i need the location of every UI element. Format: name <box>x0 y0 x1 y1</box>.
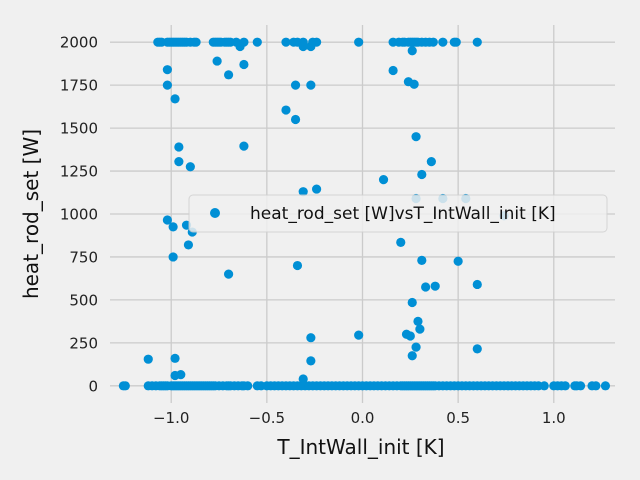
data-point <box>539 381 549 391</box>
legend-marker <box>210 208 220 218</box>
data-point <box>407 46 417 56</box>
data-point <box>354 37 364 47</box>
data-point <box>407 351 417 361</box>
data-point <box>239 59 249 70</box>
x-tick-label: 0.0 <box>351 409 375 427</box>
data-point <box>428 37 438 47</box>
data-point <box>388 65 398 76</box>
data-point <box>162 215 172 225</box>
data-point <box>575 381 586 391</box>
data-point <box>426 156 436 167</box>
data-point <box>191 37 201 47</box>
data-point <box>212 56 222 66</box>
y-tick-label: 250 <box>69 334 98 352</box>
data-point <box>411 342 421 352</box>
data-point <box>600 381 611 391</box>
data-point <box>281 37 291 47</box>
data-point <box>411 132 421 142</box>
y-tick-label: 0 <box>88 377 98 395</box>
data-point <box>415 324 425 334</box>
data-point <box>472 279 482 290</box>
data-point <box>290 114 301 125</box>
data-point <box>298 41 308 52</box>
y-tick-labels: 0 250 500 750 1000 1250 1500 1750 2000 <box>60 34 98 396</box>
data-point <box>170 94 180 104</box>
data-point <box>170 370 180 381</box>
legend-label: heat_rod_set [W]vsT_IntWall_init [K] <box>250 204 556 224</box>
x-tick-label: −1.0 <box>153 409 189 427</box>
legend: heat_rod_set [W]vsT_IntWall_init [K] <box>188 194 608 233</box>
data-point <box>417 255 427 265</box>
data-point <box>472 344 482 354</box>
y-tick-label: 750 <box>69 248 98 266</box>
data-point <box>168 222 178 232</box>
data-point <box>421 282 431 292</box>
data-point <box>354 330 364 340</box>
y-axis-label: heat_rod_set [W] <box>19 129 43 299</box>
data-point <box>378 175 389 185</box>
data-point <box>306 41 316 52</box>
data-point <box>306 356 316 366</box>
data-point <box>183 240 194 250</box>
y-tick-label: 1250 <box>60 163 98 181</box>
data-point <box>430 281 440 291</box>
legend-box <box>188 194 608 233</box>
y-tick-label: 1000 <box>60 206 98 224</box>
data-point <box>306 333 316 343</box>
x-tick-label: 1.0 <box>542 409 566 427</box>
data-point <box>170 353 180 363</box>
data-point <box>311 184 322 194</box>
data-point <box>143 354 153 364</box>
y-tick-label: 500 <box>69 291 98 309</box>
data-point <box>174 142 184 152</box>
y-tick-label: 2000 <box>60 34 98 52</box>
data-point <box>453 256 463 266</box>
data-point <box>281 105 291 115</box>
data-point <box>560 381 570 391</box>
data-point <box>405 331 415 341</box>
x-tick-label: 0.5 <box>446 409 470 427</box>
data-point <box>168 252 178 262</box>
data-point <box>292 260 303 271</box>
data-point <box>235 41 245 52</box>
data-point <box>239 141 249 151</box>
data-point <box>409 79 419 89</box>
data-point <box>591 381 601 391</box>
data-point <box>407 297 417 308</box>
data-point <box>243 381 253 391</box>
data-point <box>396 237 406 247</box>
y-tick-label: 1500 <box>60 120 98 138</box>
data-point <box>451 37 461 47</box>
data-point <box>298 374 308 384</box>
data-point <box>298 187 308 197</box>
data-point <box>438 37 448 47</box>
data-point <box>185 162 195 172</box>
data-points <box>118 37 611 391</box>
data-point <box>162 65 172 75</box>
data-point <box>223 269 234 279</box>
data-point <box>174 156 184 167</box>
data-point <box>252 37 262 47</box>
data-point <box>413 316 423 326</box>
x-tick-labels: −1.0 −0.5 0.0 0.5 1.0 <box>153 409 566 427</box>
data-point <box>223 70 234 80</box>
x-tick-label: −0.5 <box>249 409 285 427</box>
data-point <box>290 80 301 90</box>
data-point <box>417 169 427 180</box>
y-tick-label: 1750 <box>60 77 98 95</box>
data-point <box>306 80 316 90</box>
data-point <box>120 381 130 391</box>
x-axis-label: T_IntWall_init [K] <box>276 435 444 459</box>
data-point <box>162 80 172 90</box>
data-point <box>472 37 482 47</box>
